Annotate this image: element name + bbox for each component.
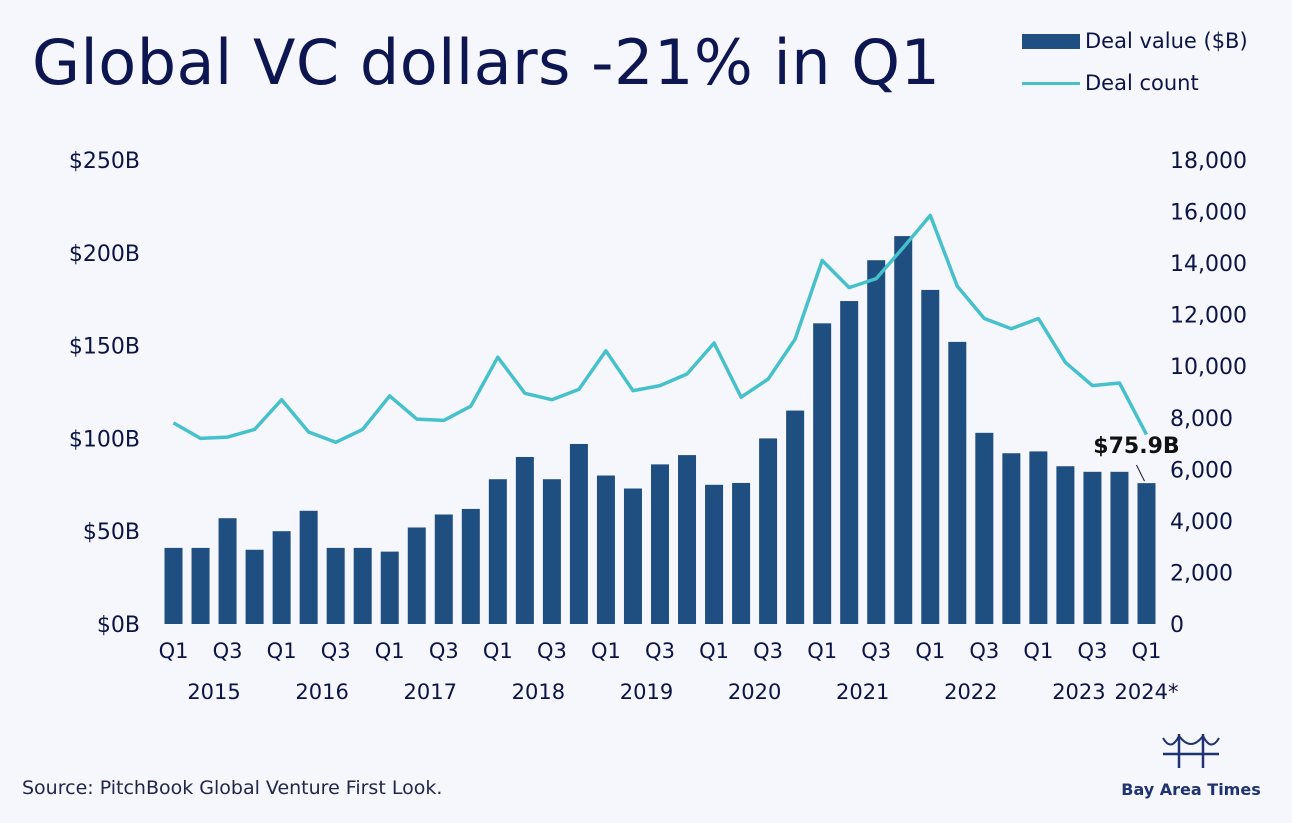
y-left-tick-label: $200B <box>69 242 140 267</box>
bar-deal-value <box>678 455 697 624</box>
bar-deal-value <box>488 479 507 624</box>
bar-deal-value <box>1056 466 1075 624</box>
brand-name: Bay Area Times <box>1121 780 1261 799</box>
year-label: 2017 <box>404 680 457 704</box>
x-tick-label: Q1 <box>915 639 945 663</box>
bridge-icon <box>1162 734 1220 768</box>
annotation-leader-line <box>1136 464 1145 482</box>
y-right-tick-label: 12,000 <box>1170 304 1247 329</box>
bar-deal-value <box>461 508 480 624</box>
y-left-tick-label: $100B <box>69 427 140 452</box>
bar-deal-value <box>434 514 453 624</box>
bar-deal-value <box>1029 451 1048 624</box>
x-tick-label: Q3 <box>213 639 243 663</box>
y-right-tick-label: 6,000 <box>1170 458 1233 483</box>
x-tick-label: Q3 <box>1077 639 1107 663</box>
bar-deal-value <box>1137 483 1156 624</box>
x-tick-label: Q3 <box>861 639 891 663</box>
year-label: 2020 <box>728 680 781 704</box>
x-tick-label: Q3 <box>537 639 567 663</box>
year-label: 2022 <box>944 680 997 704</box>
bar-deal-value <box>813 323 832 624</box>
x-tick-label: Q3 <box>753 639 783 663</box>
year-label: 2016 <box>295 680 348 704</box>
bar-deal-value <box>380 551 399 624</box>
bar-deal-value <box>542 479 561 624</box>
year-label: 2024* <box>1115 680 1179 704</box>
legend-item-deal-count: Deal count <box>1022 66 1248 100</box>
y-right-tick-label: 0 <box>1170 613 1184 638</box>
bar-deal-value <box>272 531 291 624</box>
bar-deal-value <box>1002 453 1021 624</box>
chart-title: Global VC dollars -21% in Q1 <box>32 26 941 99</box>
bar-deal-value <box>1083 471 1102 624</box>
legend: Deal value ($B) Deal count <box>1022 24 1248 108</box>
bar-deal-value <box>1110 471 1129 624</box>
y-right-tick-label: 8,000 <box>1170 407 1233 432</box>
x-tick-label: Q1 <box>807 639 837 663</box>
x-tick-label: Q1 <box>699 639 729 663</box>
x-tick-label: Q1 <box>1023 639 1053 663</box>
bar-deal-value <box>732 482 751 624</box>
x-tick-label: Q3 <box>969 639 999 663</box>
y-left-tick-label: $150B <box>69 335 140 360</box>
x-tick-label: Q1 <box>1132 639 1162 663</box>
legend-item-deal-value: Deal value ($B) <box>1022 24 1248 58</box>
y-right-tick-label: 16,000 <box>1170 201 1247 226</box>
bar-deal-value <box>164 547 183 624</box>
year-label: 2023 <box>1052 680 1105 704</box>
year-label: 2018 <box>512 680 565 704</box>
x-tick-label: Q1 <box>375 639 405 663</box>
bar-deal-value <box>623 488 642 624</box>
y-left-tick-label: $0B <box>97 613 140 638</box>
bar-deal-value <box>867 260 886 624</box>
bar-deal-value <box>299 510 318 624</box>
bar-deal-value <box>759 438 778 624</box>
bar-deal-value <box>218 518 237 624</box>
x-tick-label: Q3 <box>321 639 351 663</box>
annotation-label: $75.9B <box>1093 434 1179 459</box>
y-right-tick-label: 2,000 <box>1170 561 1233 586</box>
x-tick-label: Q3 <box>429 639 459 663</box>
legend-bar-swatch <box>1022 33 1080 49</box>
x-tick-label: Q3 <box>645 639 675 663</box>
legend-line-swatch <box>1022 81 1080 85</box>
bar-deal-value <box>894 236 913 624</box>
bar-deal-value <box>651 464 669 624</box>
bar-deal-value <box>921 289 940 624</box>
y-left-tick-label: $50B <box>83 520 140 545</box>
source-note: Source: PitchBook Global Venture First L… <box>22 777 443 799</box>
bar-deal-value <box>326 547 345 624</box>
bar-deal-value <box>245 549 264 624</box>
y-right-tick-label: 14,000 <box>1170 252 1247 277</box>
x-tick-label: Q1 <box>267 639 297 663</box>
x-tick-label: Q1 <box>483 639 513 663</box>
bar-deal-value <box>569 443 588 624</box>
legend-label-deal-value: Deal value ($B) <box>1085 29 1248 53</box>
year-label: 2021 <box>836 680 889 704</box>
y-left-tick-label: $250B <box>69 149 140 174</box>
bar-deal-value <box>948 341 967 624</box>
line-deal-count <box>172 213 1149 445</box>
year-label: 2019 <box>620 680 673 704</box>
brand-logo: Bay Area Times <box>1108 730 1274 799</box>
y-right-tick-label: 18,000 <box>1170 149 1247 174</box>
bar-deal-value <box>191 547 210 624</box>
bar-deal-value <box>786 410 805 624</box>
y-right-tick-label: 4,000 <box>1170 510 1233 535</box>
bar-deal-value <box>407 527 426 624</box>
bar-deal-value <box>705 484 724 624</box>
x-tick-label: Q1 <box>591 639 621 663</box>
bar-deal-value <box>353 547 372 624</box>
y-right-tick-label: 10,000 <box>1170 355 1247 380</box>
bar-deal-value <box>515 456 534 624</box>
bar-deal-value <box>975 432 994 624</box>
legend-label-deal-count: Deal count <box>1085 71 1199 95</box>
bar-deal-value <box>840 301 859 624</box>
bar-deal-value <box>596 475 615 624</box>
year-label: 2015 <box>187 680 240 704</box>
x-tick-label: Q1 <box>159 639 189 663</box>
